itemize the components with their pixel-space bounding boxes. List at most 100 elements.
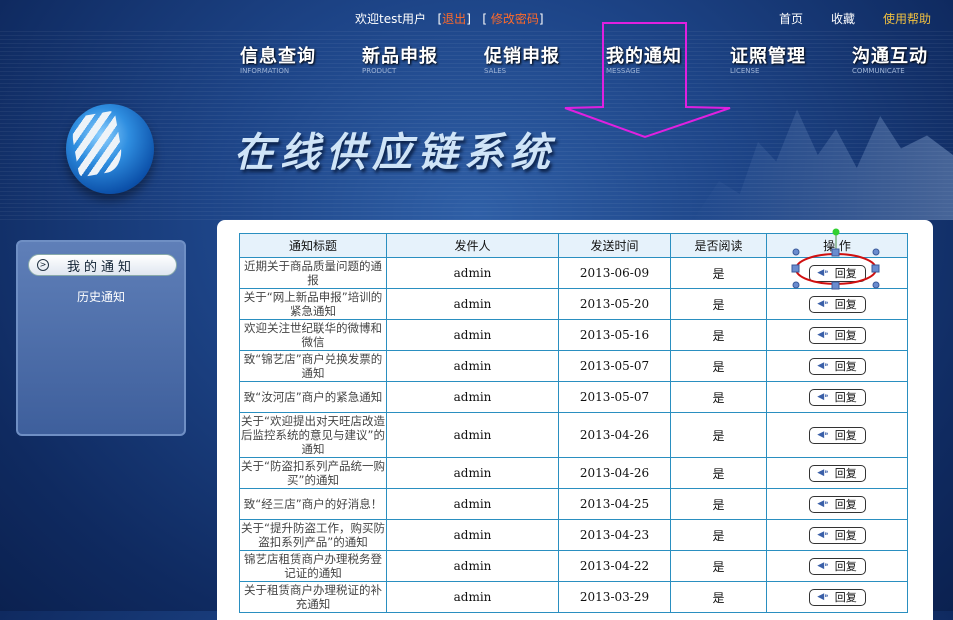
help-link[interactable]: 使用帮助	[882, 12, 931, 26]
sender: admin	[386, 319, 559, 351]
notice-title[interactable]: 致“汝河店”商户的紧急通知	[239, 381, 387, 413]
nav-license[interactable]: 证照管理 LICENSE	[730, 42, 806, 75]
action-cell: ◀⁍ 回复	[766, 550, 908, 582]
notice-title[interactable]: 近期关于商品质量问题的通报	[239, 257, 387, 289]
notice-title[interactable]: 关于租赁商户办理税证的补充通知	[239, 581, 387, 613]
reply-button[interactable]: ◀⁍ 回复	[808, 526, 866, 544]
reply-label: 回复	[834, 429, 857, 443]
reply-button[interactable]: ◀⁍ 回复	[808, 557, 866, 575]
notice-title[interactable]: 欢迎关注世纪联华的微博和微信	[239, 319, 387, 351]
reply-button[interactable]: ◀⁍ 回复	[808, 464, 866, 482]
table-row: 致“经三店”商户的好消息！ admin 2013-04-25 是 ◀⁍ 回复	[239, 488, 908, 520]
globe-logo	[66, 104, 154, 194]
col-action: 操 作	[766, 233, 908, 258]
circle-chevron-right-icon: >	[37, 259, 49, 271]
table-row: 致“锦艺店”商户兑换发票的通知 admin 2013-05-07 是 ◀⁍ 回复	[239, 350, 908, 382]
nav-product[interactable]: 新品申报 PRODUCT	[362, 42, 438, 75]
reply-label: 回复	[834, 529, 857, 543]
send-date: 2013-03-29	[558, 581, 671, 613]
table-row: 近期关于商品质量问题的通报 admin 2013-06-09 是 ◀⁍ 回复	[239, 257, 908, 289]
nav-sub: PRODUCT	[362, 67, 397, 75]
sidebar: > 我的通知 历史通知	[16, 240, 186, 436]
col-title: 通知标题	[239, 233, 387, 258]
action-cell: ◀⁍ 回复	[766, 412, 908, 458]
nav-sub: SALES	[484, 67, 507, 75]
favorites-link[interactable]: 收藏	[830, 12, 855, 26]
col-read: 是否阅读	[670, 233, 767, 258]
send-date: 2013-05-07	[558, 350, 671, 382]
reply-label: 回复	[834, 498, 857, 512]
send-date: 2013-06-09	[558, 257, 671, 289]
reply-button[interactable]: ◀⁍ 回复	[808, 495, 866, 513]
home-link[interactable]: 首页	[778, 12, 803, 26]
col-sender: 发件人	[386, 233, 559, 258]
sender: admin	[386, 412, 559, 458]
send-date: 2013-05-16	[558, 319, 671, 351]
send-date: 2013-04-22	[558, 550, 671, 582]
notice-title[interactable]: 关于“提升防盗工作，购买防盗扣系列产品”的通知	[239, 519, 387, 551]
action-cell: ◀⁍ 回复	[766, 581, 908, 613]
reply-button[interactable]: ◀⁍ 回复	[808, 295, 866, 313]
reply-button[interactable]: ◀⁍ 回复	[808, 326, 866, 344]
notice-title[interactable]: 关于“网上新品申报”培训的紧急通知	[239, 288, 387, 320]
change-password-link[interactable]: 修改密码	[490, 12, 539, 26]
reply-label: 回复	[834, 560, 857, 574]
reply-label: 回复	[834, 467, 857, 481]
reply-button[interactable]: ◀⁍ 回复	[808, 426, 866, 444]
sidebar-item-history[interactable]: 历史通知	[76, 290, 125, 304]
logout-link[interactable]: 退出	[442, 12, 467, 26]
table-row: 关于“欢迎提出对天旺店改造后监控系统的意见与建议”的通知 admin 2013-04…	[239, 412, 908, 458]
nav-communicate[interactable]: 沟通互动 COMMUNICATE	[852, 42, 928, 75]
notice-title[interactable]: 致“经三店”商户的好消息！	[239, 488, 387, 520]
speaker-icon: ◀⁍	[817, 468, 829, 479]
reply-label: 回复	[834, 391, 857, 405]
nav-label: 信息查询	[240, 46, 316, 67]
read-status: 是	[670, 381, 767, 413]
speaker-icon: ◀⁍	[817, 268, 829, 279]
sender: admin	[386, 457, 559, 489]
nav-message[interactable]: 我的通知 MESSAGE	[606, 42, 682, 75]
speaker-icon: ◀⁍	[817, 361, 829, 372]
read-status: 是	[670, 488, 767, 520]
send-date: 2013-05-20	[558, 288, 671, 320]
reply-button[interactable]: ◀⁍ 回复	[808, 388, 866, 406]
speaker-icon: ◀⁍	[817, 561, 829, 572]
top-bar: 欢迎test用户 [退出] [ 修改密码] 首页 收藏 使用帮助	[0, 0, 953, 34]
send-date: 2013-04-25	[558, 488, 671, 520]
send-date: 2013-04-26	[558, 457, 671, 489]
sender: admin	[386, 381, 559, 413]
read-status: 是	[670, 457, 767, 489]
read-status: 是	[670, 257, 767, 289]
nav-label: 新品申报	[362, 46, 438, 67]
notice-title[interactable]: 关于“防盗扣系列产品统一购买”的通知	[239, 457, 387, 489]
sender: admin	[386, 488, 559, 520]
sender: admin	[386, 257, 559, 289]
action-cell: ◀⁍ 回复	[766, 488, 908, 520]
table-row: 关于租赁商户办理税证的补充通知 admin 2013-03-29 是 ◀⁍ 回复	[239, 581, 908, 613]
read-status: 是	[670, 581, 767, 613]
send-date: 2013-04-26	[558, 412, 671, 458]
nav-label: 证照管理	[730, 46, 806, 67]
notice-title[interactable]: 关于“欢迎提出对天旺店改造后监控系统的意见与建议”的通知	[239, 412, 387, 458]
table-row: 关于“提升防盗工作，购买防盗扣系列产品”的通知 admin 2013-04-23 是 ◀…	[239, 519, 908, 551]
nav-sales[interactable]: 促销申报 SALES	[484, 42, 560, 75]
reply-label: 回复	[834, 591, 857, 605]
sender: admin	[386, 288, 559, 320]
notice-title[interactable]: 致“锦艺店”商户兑换发票的通知	[239, 350, 387, 382]
reply-button[interactable]: ◀⁍ 回复	[808, 357, 866, 375]
notice-table: 通知标题 发件人 发送时间 是否阅读 操 作 近期关于商品质量问题的通报 admi…	[239, 233, 908, 613]
reply-button[interactable]: ◀⁍ 回复	[808, 588, 866, 606]
action-cell: ◀⁍ 回复	[766, 457, 908, 489]
reply-label: 回复	[834, 298, 857, 312]
read-status: 是	[670, 288, 767, 320]
top-links: 首页 收藏 使用帮助	[779, 10, 931, 27]
nav-information[interactable]: 信息查询 INFORMATION	[240, 42, 316, 75]
reply-label: 回复	[834, 329, 857, 343]
notice-title[interactable]: 锦艺店租赁商户办理税务登记证的通知	[239, 550, 387, 582]
reply-button[interactable]: ◀⁍ 回复	[808, 264, 866, 282]
sidebar-item-my-notices[interactable]: > 我的通知	[28, 254, 177, 276]
action-cell: ◀⁍ 回复	[766, 381, 908, 413]
read-status: 是	[670, 412, 767, 458]
table-row: 关于“网上新品申报”培训的紧急通知 admin 2013-05-20 是 ◀⁍ 回复	[239, 288, 908, 320]
col-date: 发送时间	[558, 233, 671, 258]
